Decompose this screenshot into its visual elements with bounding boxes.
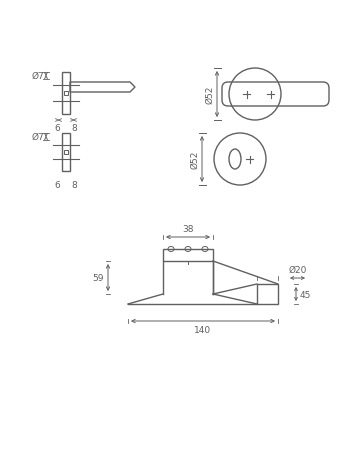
Text: 6: 6 [55,124,60,133]
Text: Ø7: Ø7 [31,133,44,142]
Text: 38: 38 [182,224,194,234]
Text: 45: 45 [300,290,311,299]
Bar [64,151,68,155]
Bar [64,92,68,96]
Text: Ø7: Ø7 [31,72,44,81]
Text: 140: 140 [194,325,212,334]
Bar [62,134,70,172]
Text: 59: 59 [93,274,104,282]
Text: 6: 6 [55,180,60,190]
Text: Ø20: Ø20 [288,265,307,274]
Text: 8: 8 [72,124,77,133]
Bar [257,285,278,304]
Text: Ø52: Ø52 [205,86,214,104]
Bar [163,249,213,262]
Bar [62,73,70,115]
Text: Ø52: Ø52 [190,151,199,169]
Text: 8: 8 [72,180,77,190]
